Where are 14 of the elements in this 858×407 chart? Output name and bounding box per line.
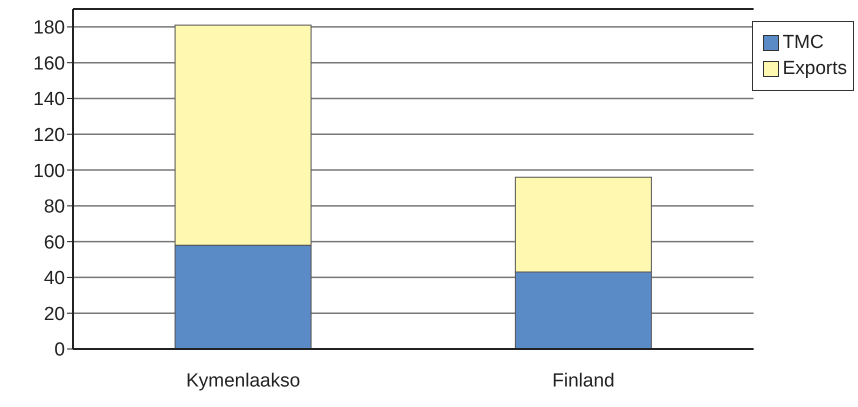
legend-label: TMC [782, 32, 824, 54]
y-tick-label: 140 [33, 89, 65, 110]
y-tick-label: 160 [33, 53, 65, 74]
x-tick-label: Kymenlaakso [186, 370, 300, 392]
y-tick-label: 80 [44, 196, 65, 218]
legend-label: Exports [782, 58, 847, 80]
y-tick-label: 20 [44, 304, 65, 325]
y-tick-label: 60 [44, 232, 65, 254]
y-tick-label: 180 [33, 18, 65, 39]
y-tick-label: 100 [33, 160, 65, 182]
x-tick-label: Finland [552, 370, 615, 392]
y-tick-label: 40 [44, 268, 65, 290]
y-tick-label: 120 [33, 125, 65, 146]
y-tick-label: 0 [54, 340, 65, 361]
